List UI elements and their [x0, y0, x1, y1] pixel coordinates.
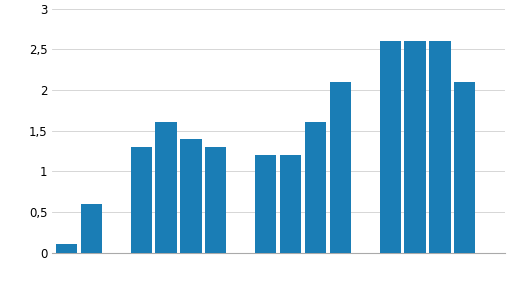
Bar [380, 41, 401, 253]
Bar [404, 41, 425, 253]
Bar [131, 147, 152, 253]
Bar [255, 155, 276, 253]
Bar [280, 155, 301, 253]
Bar [454, 82, 475, 253]
Bar [156, 123, 177, 253]
Bar [305, 123, 326, 253]
Bar [56, 245, 77, 253]
Bar [180, 139, 201, 253]
Bar [205, 147, 227, 253]
Bar [430, 41, 451, 253]
Bar [330, 82, 351, 253]
Bar [81, 204, 102, 253]
